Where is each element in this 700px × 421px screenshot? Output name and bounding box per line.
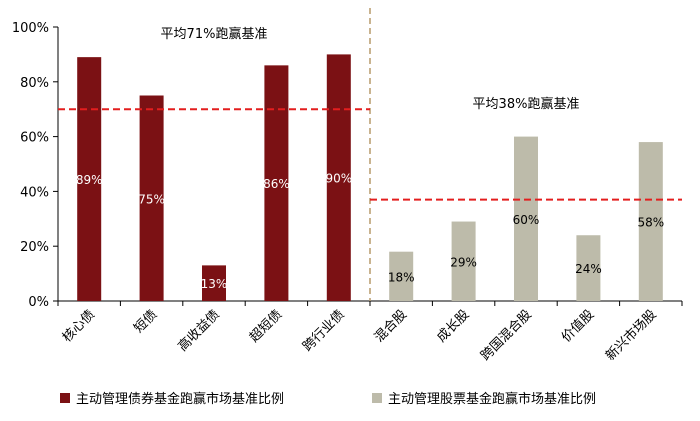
legend-swatch bbox=[372, 393, 382, 403]
y-tick-label: 40% bbox=[20, 185, 49, 200]
data-label: 13% bbox=[201, 277, 228, 291]
data-label: 24% bbox=[575, 262, 602, 276]
bar bbox=[389, 251, 414, 301]
bar bbox=[77, 57, 102, 301]
category-label: 核心债 bbox=[60, 307, 98, 345]
y-tick-label: 20% bbox=[20, 240, 49, 255]
data-label: 90% bbox=[325, 172, 352, 186]
category-label: 价值股 bbox=[558, 307, 597, 346]
bar bbox=[139, 95, 164, 301]
data-label: 75% bbox=[138, 192, 165, 206]
data-labels: 89% 75% 13% 86% 90% 18% 29% 60% 24% 58% bbox=[76, 172, 664, 291]
data-label: 18% bbox=[388, 270, 415, 284]
data-label: 58% bbox=[637, 216, 664, 230]
category-label: 超短债 bbox=[247, 307, 285, 345]
average-annotation: 平均71%跑赢基准 bbox=[161, 26, 268, 42]
data-label: 29% bbox=[450, 255, 477, 269]
y-tick-label: 100% bbox=[12, 21, 49, 36]
bar bbox=[326, 54, 351, 302]
bar bbox=[264, 65, 289, 301]
category-label: 新兴市场股 bbox=[602, 307, 659, 364]
y-tick-label: 0% bbox=[28, 295, 49, 310]
average-annotation: 平均38%跑赢基准 bbox=[473, 96, 580, 112]
bar bbox=[202, 265, 226, 301]
category-label: 成长股 bbox=[434, 307, 472, 345]
bar bbox=[638, 142, 663, 301]
legend-label: 主动管理股票基金跑赢市场基准比例 bbox=[388, 391, 596, 407]
data-label: 86% bbox=[263, 177, 290, 191]
data-label: 60% bbox=[513, 213, 540, 227]
legend-label: 主动管理债券基金跑赢市场基准比例 bbox=[76, 391, 284, 407]
y-tick-label: 60% bbox=[20, 131, 49, 146]
y-tick-label: 80% bbox=[20, 76, 49, 91]
category-label: 短债 bbox=[131, 307, 160, 336]
category-label: 跨国混合股 bbox=[478, 307, 535, 364]
category-label: 高收益债 bbox=[175, 307, 223, 355]
data-label: 89% bbox=[76, 173, 103, 187]
bar bbox=[451, 221, 476, 301]
category-label: 跨行业债 bbox=[300, 307, 347, 354]
bar bbox=[576, 235, 601, 301]
legend: 主动管理债券基金跑赢市场基准比例 主动管理股票基金跑赢市场基准比例 bbox=[60, 391, 596, 407]
legend-swatch bbox=[60, 393, 70, 403]
category-labels: 核心债 短债 高收益债 超短债 跨行业债 混合股 成长股 跨国混合股 价值股 新兴市场股 bbox=[60, 307, 660, 364]
bar bbox=[514, 136, 538, 301]
bars bbox=[77, 54, 663, 302]
category-label: 混合股 bbox=[372, 307, 410, 345]
